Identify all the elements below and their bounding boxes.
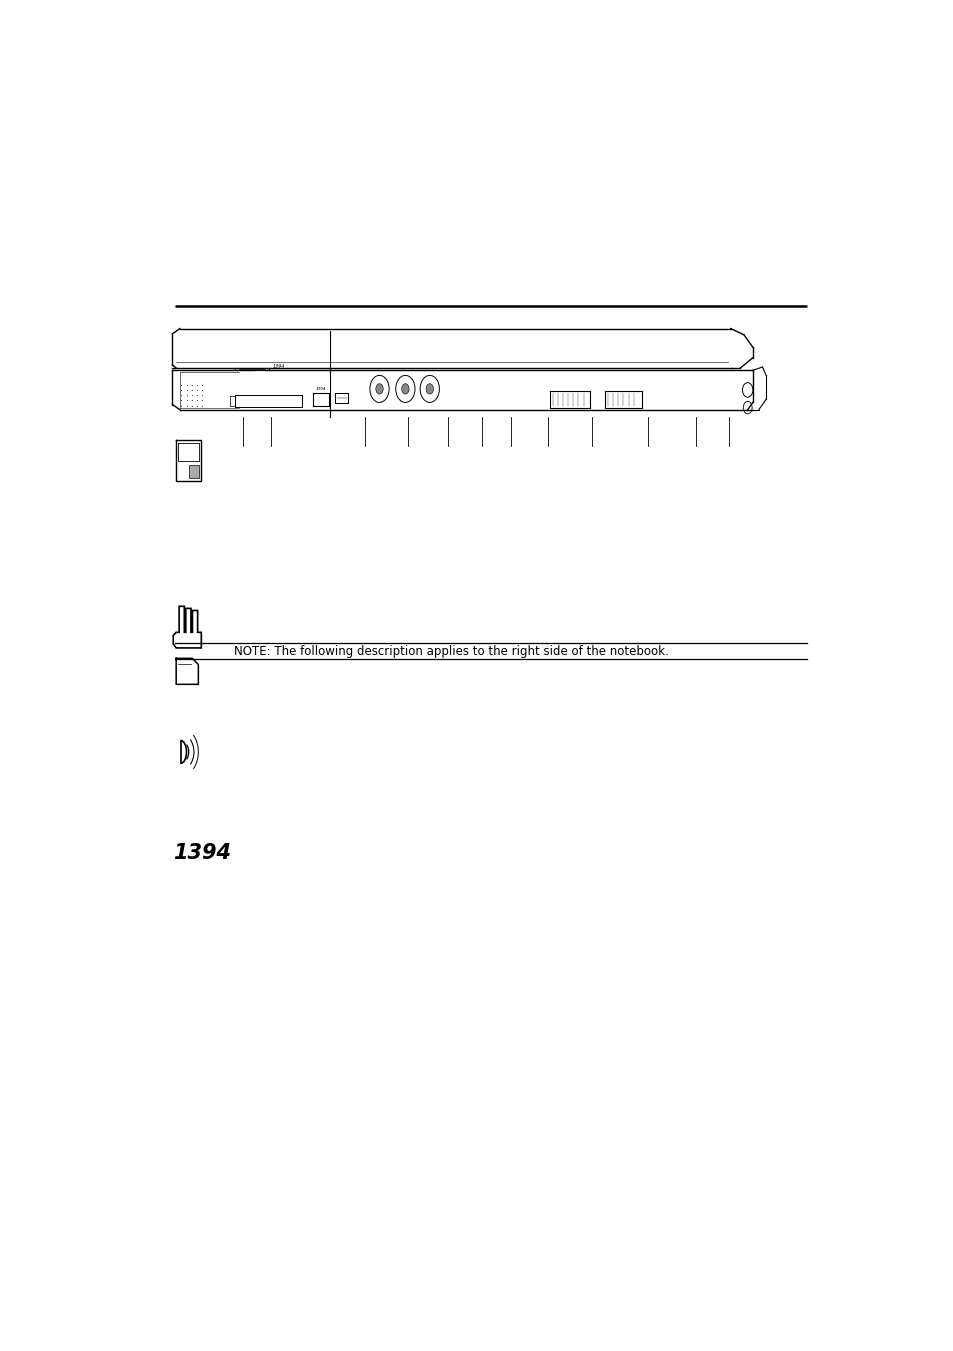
- Text: 1394: 1394: [173, 843, 231, 863]
- Text: NOTE: The following description applies to the right side of the notebook.: NOTE: The following description applies …: [233, 644, 668, 658]
- Text: 1394: 1394: [272, 363, 285, 369]
- Circle shape: [401, 384, 409, 394]
- Polygon shape: [189, 465, 199, 478]
- Circle shape: [426, 384, 433, 394]
- Text: 1394: 1394: [315, 386, 326, 390]
- Circle shape: [375, 384, 383, 394]
